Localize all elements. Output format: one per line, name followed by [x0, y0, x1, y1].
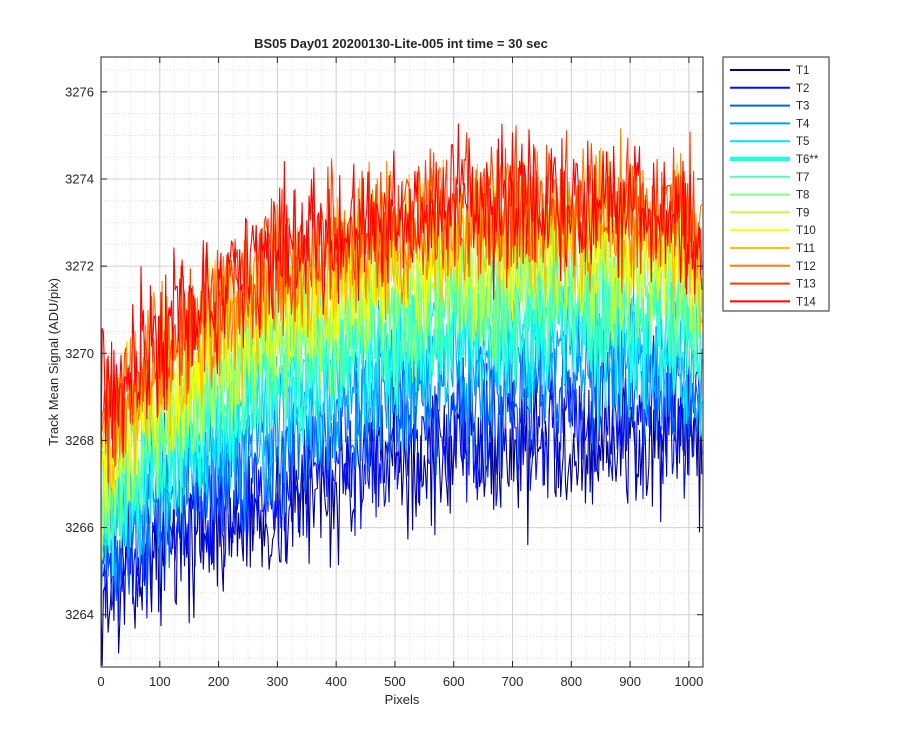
legend-label: T7 [796, 172, 809, 184]
plot-area [100, 56, 704, 668]
legend-label: T1 [796, 65, 809, 77]
y-axis-label: Track Mean Signal (ADU/pix) [46, 278, 61, 446]
y-tick-label: 3276 [65, 84, 94, 99]
legend-label: T13 [796, 279, 816, 291]
legend-label: T3 [796, 101, 809, 113]
x-tick-label: 500 [384, 674, 406, 689]
axes-box [100, 56, 704, 668]
x-tick-label: 700 [502, 674, 524, 689]
x-axis-label: Pixels [385, 692, 420, 707]
x-tick-label: 200 [208, 674, 230, 689]
legend-label: T6** [796, 154, 819, 166]
legend-items: T1 T2 T3 T4 T5 T6** T7 T8 T9 T10 T11 T12 T13 T14 [730, 65, 819, 308]
series-line-T4 [101, 272, 703, 594]
legend[interactable]: T1 T2 T3 T4 T5 T6** T7 T8 T9 T10 T11 T12 T13 T14 [722, 56, 830, 312]
x-tick-label: 600 [443, 674, 465, 689]
y-tick-label: 3266 [65, 520, 94, 535]
series-line-T14 [101, 123, 703, 459]
legend-label: T5 [796, 136, 809, 148]
x-tick-label: 1000 [674, 674, 703, 689]
x-tick-label: 900 [619, 674, 641, 689]
series-layer [101, 123, 703, 666]
x-tick-label: 100 [149, 674, 171, 689]
legend-label: T9 [796, 207, 809, 219]
legend-label: T12 [796, 261, 816, 273]
legend-box [722, 56, 830, 312]
legend-label: T8 [796, 190, 809, 202]
legend-label: T11 [796, 243, 815, 255]
x-axis: 0 100 200 300 400 500 600 700 800 900 1000 [97, 57, 703, 689]
legend-label: T14 [796, 296, 816, 308]
y-tick-label: 3272 [65, 259, 94, 274]
y-tick-label: 3264 [65, 607, 94, 622]
legend-label: T10 [796, 225, 816, 237]
y-tick-label: 3270 [65, 346, 94, 361]
x-tick-label: 400 [325, 674, 347, 689]
x-tick-label: 800 [560, 674, 582, 689]
legend-label: T2 [796, 83, 809, 95]
y-tick-label: 3274 [65, 172, 94, 187]
y-tick-label: 3268 [65, 433, 94, 448]
y-axis: 3264 3266 3268 3270 3272 3274 3276 [65, 84, 703, 622]
legend-label: T4 [796, 118, 810, 130]
x-tick-label: 300 [267, 674, 289, 689]
x-tick-label: 0 [97, 674, 104, 689]
chart-title: BS05 Day01 20200130-Lite-005 int time = … [254, 36, 548, 51]
